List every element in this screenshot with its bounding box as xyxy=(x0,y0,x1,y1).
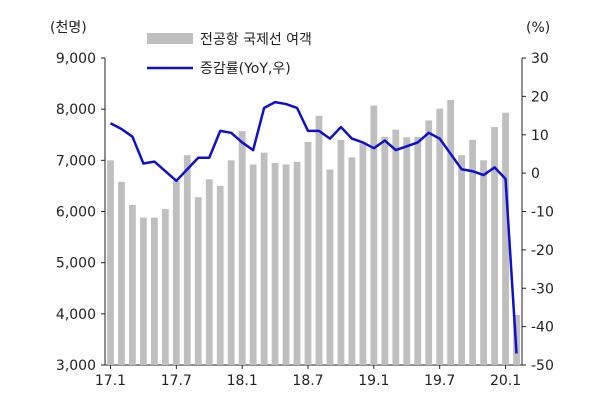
right-tick-label: -50 xyxy=(531,358,554,374)
legend-line-label: 증감률(YoY,우) xyxy=(200,61,291,77)
left-axis-ticks: 9,000 8,000 7,000 6,000 5,000 4,000 3,000 xyxy=(56,51,105,374)
x-tick-label: 19.1 xyxy=(358,373,389,389)
bar xyxy=(491,127,498,365)
bar xyxy=(293,161,301,365)
x-tick-label: 19.7 xyxy=(424,373,455,389)
x-tick-label: 20.1 xyxy=(490,373,521,389)
x-tick-label: 18.7 xyxy=(292,373,323,389)
x-tick-label: 17.1 xyxy=(95,373,126,389)
left-tick-label: 5,000 xyxy=(56,256,96,272)
right-tick-label: 0 xyxy=(531,166,540,182)
bar xyxy=(436,108,444,365)
bar-series xyxy=(107,99,520,366)
bar xyxy=(502,112,509,365)
left-tick-label: 4,000 xyxy=(56,307,96,323)
left-tick-label: 8,000 xyxy=(56,102,96,118)
bar xyxy=(161,208,169,365)
bar xyxy=(129,204,136,365)
right-tick-label: -20 xyxy=(531,243,554,259)
bar xyxy=(403,137,411,365)
bar xyxy=(194,197,202,365)
bar xyxy=(205,179,213,365)
bar xyxy=(447,99,455,366)
bar xyxy=(392,129,400,365)
legend-bar-swatch xyxy=(147,33,193,44)
bar xyxy=(172,180,180,365)
left-tick-label: 6,000 xyxy=(56,205,96,221)
line-series xyxy=(109,100,518,354)
right-tick-label: -10 xyxy=(531,205,554,221)
bar xyxy=(326,169,334,365)
right-tick-label: 20 xyxy=(531,89,549,105)
bar xyxy=(304,141,312,365)
legend: 전공항 국제선 여객 증감률(YoY,우) xyxy=(147,32,312,77)
legend-bar-label: 전공항 국제선 여객 xyxy=(200,32,312,48)
left-tick-label: 3,000 xyxy=(56,358,96,374)
bar xyxy=(118,181,125,365)
left-tick-label: 7,000 xyxy=(56,153,96,169)
bar xyxy=(227,160,235,365)
bar xyxy=(150,217,158,365)
bar xyxy=(458,155,466,365)
right-tick-label: 30 xyxy=(531,51,549,67)
bar xyxy=(370,105,378,365)
right-axis-ticks: 30 20 10 0 -10 -20 -30 -40 -50 xyxy=(522,51,554,374)
bar xyxy=(315,115,323,365)
right-tick-label: -40 xyxy=(531,320,554,336)
right-tick-label: -30 xyxy=(531,281,554,297)
x-axis-ticks: 17.1 17.7 18.1 18.7 19.1 19.7 20.1 xyxy=(95,365,521,389)
bar xyxy=(282,164,290,365)
bar xyxy=(381,136,389,365)
x-tick-label: 18.1 xyxy=(227,373,258,389)
bar xyxy=(249,164,257,365)
right-tick-label: 10 xyxy=(531,128,549,144)
bar xyxy=(359,143,367,365)
bar xyxy=(469,139,477,365)
bar xyxy=(271,162,279,365)
bar xyxy=(140,217,147,365)
yoy-line xyxy=(109,100,518,354)
bar xyxy=(480,160,487,365)
bar xyxy=(107,160,114,365)
bar xyxy=(425,120,433,365)
bar xyxy=(348,157,356,365)
left-tick-label: 9,000 xyxy=(56,51,96,67)
bar xyxy=(414,136,422,365)
left-axis-unit: (천명) xyxy=(50,20,87,36)
right-axis-unit: (%) xyxy=(526,20,550,36)
bar xyxy=(260,152,268,365)
bar xyxy=(337,139,345,365)
x-tick-label: 17.7 xyxy=(161,373,192,389)
bar xyxy=(216,185,224,365)
bar xyxy=(238,131,246,365)
bar xyxy=(183,155,191,365)
